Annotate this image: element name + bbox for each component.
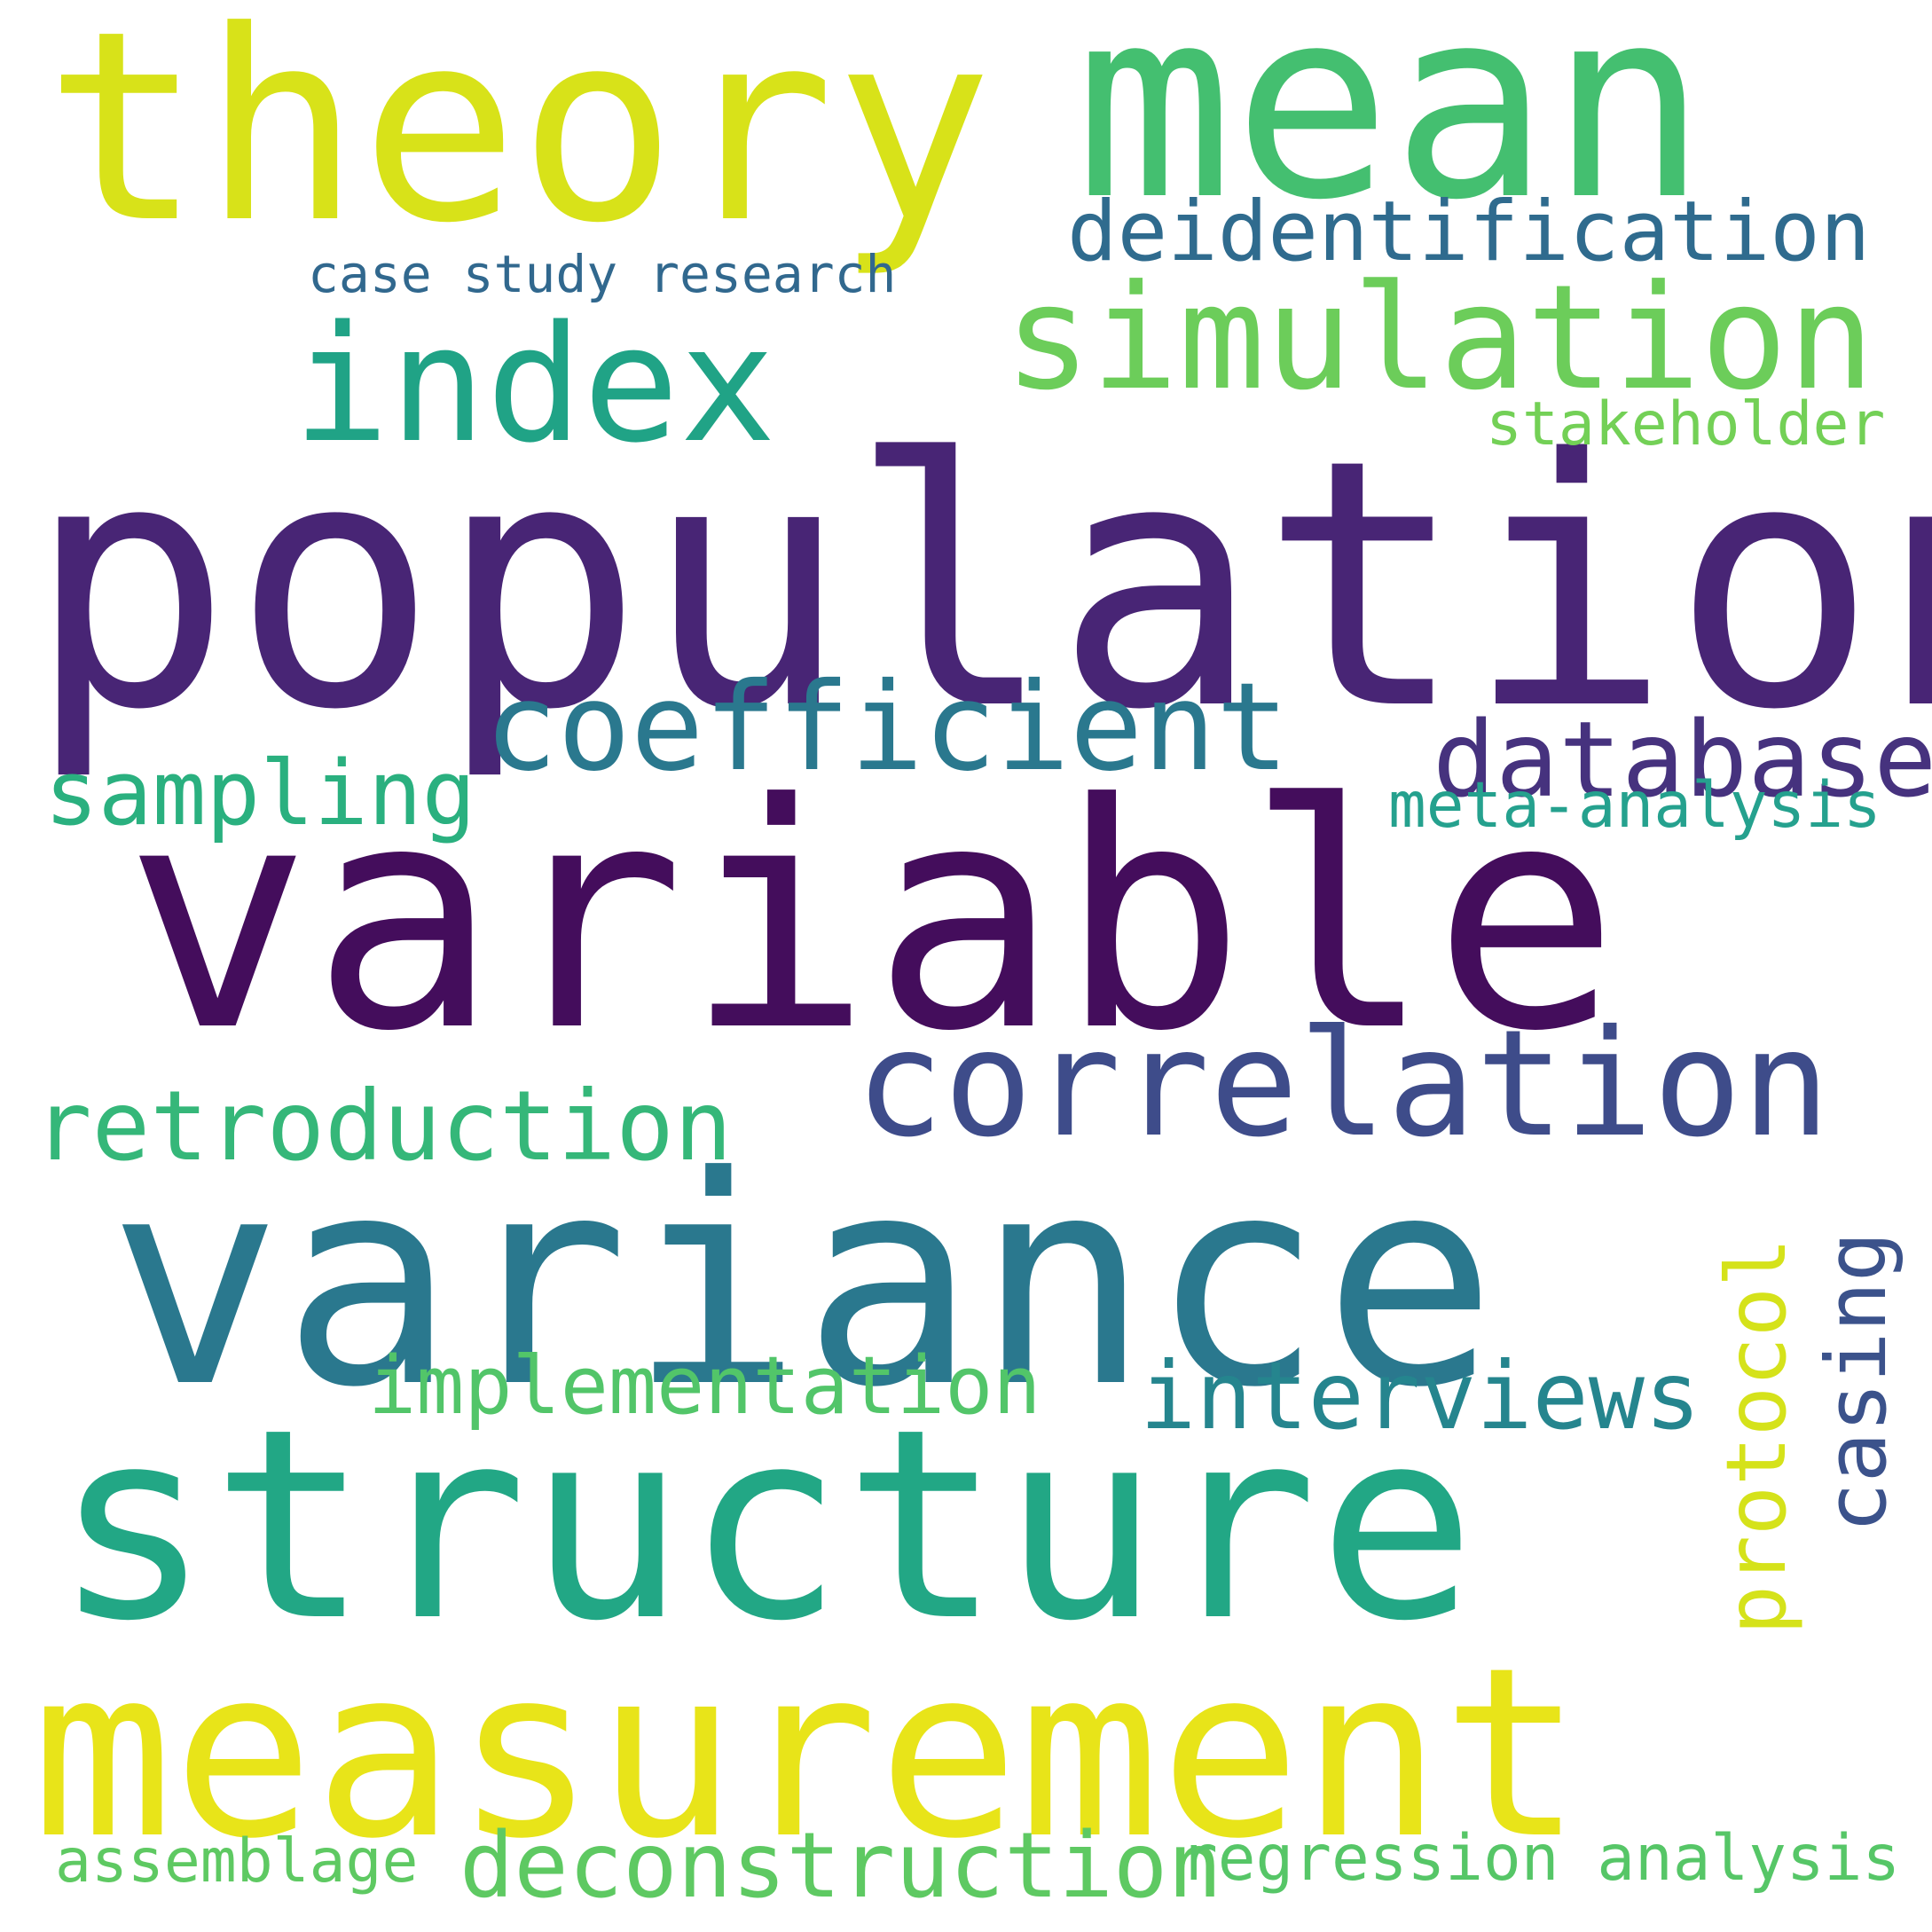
word-sampling: sampling bbox=[44, 741, 476, 845]
word-assemblage: assemblage bbox=[55, 1826, 419, 1897]
word-mean: mean bbox=[1075, 0, 1708, 257]
word-retroduction: retroduction bbox=[34, 1070, 733, 1182]
word-stakeholder: stakeholder bbox=[1486, 389, 1886, 459]
word-interviews: interviews bbox=[1140, 1342, 1701, 1450]
word-casing: casing bbox=[1809, 1231, 1905, 1533]
word-case-study-research: case study research bbox=[308, 244, 897, 304]
word-measurement: measurement bbox=[32, 1618, 1583, 1890]
word-deconstruction: deconstruction bbox=[459, 1813, 1222, 1919]
word-database: database bbox=[1433, 698, 1932, 821]
word-simulation: simulation bbox=[1004, 255, 1875, 422]
word-theory: theory bbox=[44, 0, 993, 280]
word-regression-analysis: regression analysis bbox=[1180, 1821, 1901, 1895]
word-implementation: implementation bbox=[368, 1339, 1041, 1433]
word-protocol: protocol bbox=[1708, 1237, 1804, 1635]
word-structure: structure bbox=[53, 1372, 1476, 1678]
word-population: population bbox=[27, 387, 1932, 784]
word-variable: variable bbox=[124, 737, 1620, 1099]
word-index: index bbox=[293, 291, 776, 478]
word-variance: variance bbox=[108, 1114, 1497, 1450]
word-coefficient: coefficient bbox=[484, 657, 1290, 798]
word-deidentification: deidentification bbox=[1067, 184, 1871, 280]
word-correlation: correlation bbox=[855, 999, 1831, 1170]
word-meta-analysis: meta-analysis bbox=[1388, 768, 1881, 842]
